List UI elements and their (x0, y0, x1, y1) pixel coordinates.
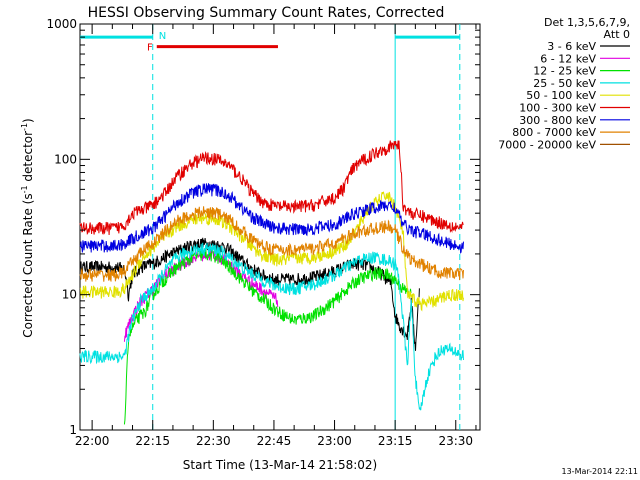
legend-item: 25 - 50 keV (533, 77, 630, 90)
flare-label: F (147, 43, 153, 54)
series-line (79, 242, 464, 411)
legend-item: 6 - 12 keV (540, 52, 630, 65)
series-line (79, 183, 464, 254)
legend-label: 300 - 800 keV (519, 114, 596, 127)
legend-label: 6 - 12 keV (540, 52, 596, 65)
x-tick-label: 22:45 (257, 434, 292, 448)
legend-item: 100 - 300 keV (519, 102, 630, 115)
series-line (79, 191, 464, 312)
x-tick-labels: 22:00 22:15 22:30 22:45 23:00 23:15 23:30 (75, 434, 473, 448)
legend-label: 50 - 100 keV (526, 89, 596, 102)
legend-header-line-1: Det 1,3,5,6,7,9, (544, 16, 630, 29)
x-tick-label: 22:30 (196, 434, 231, 448)
plot-area: FN (79, 23, 481, 431)
x-axis-label: Start Time (13-Mar-14 21:58:02) (183, 458, 377, 472)
y-tick-labels: 1 10 100 1000 (46, 17, 77, 437)
series-line (79, 206, 464, 282)
series-layer (79, 140, 464, 425)
legend-item: 50 - 100 keV (526, 89, 630, 102)
series-line (79, 140, 464, 236)
x-tick-label: 23:15 (378, 434, 413, 448)
tick-layer (80, 23, 480, 431)
chart-title: HESSI Observing Summary Count Rates, Cor… (88, 5, 445, 21)
x-tick-label: 23:00 (317, 434, 352, 448)
y-tick-label: 100 (54, 152, 77, 166)
legend-item: 12 - 25 keV (533, 65, 630, 78)
y-tick-label: 10 (62, 288, 77, 302)
legend-label: 25 - 50 keV (533, 77, 596, 90)
footer-timestamp: 13-Mar-2014 22:11 (562, 467, 639, 476)
legend-item: 800 - 7000 keV (512, 126, 630, 139)
legend-label: 7000 - 20000 keV (498, 138, 596, 151)
legend-header-line-2: Att 0 (604, 28, 630, 41)
legend-label: 800 - 7000 keV (512, 126, 596, 139)
y-tick-label: 1000 (46, 17, 77, 31)
night-label: N (159, 31, 166, 42)
legend-label: 3 - 6 keV (547, 40, 596, 53)
legend-label: 100 - 300 keV (519, 102, 596, 115)
legend-item: 7000 - 20000 keV (498, 138, 630, 151)
x-tick-label: 23:30 (438, 434, 473, 448)
y-tick-label: 1 (69, 423, 77, 437)
legend-item: 3 - 6 keV (547, 40, 630, 53)
series-line (123, 248, 412, 425)
x-tick-label: 22:00 (75, 434, 110, 448)
x-tick-label: 22:15 (135, 434, 170, 448)
plot-frame (79, 23, 481, 431)
legend-item: 300 - 800 keV (519, 114, 630, 127)
y-axis-label: Corrected Count Rate (s-1 detector-1) (20, 118, 35, 337)
legend-label: 12 - 25 keV (533, 65, 596, 78)
